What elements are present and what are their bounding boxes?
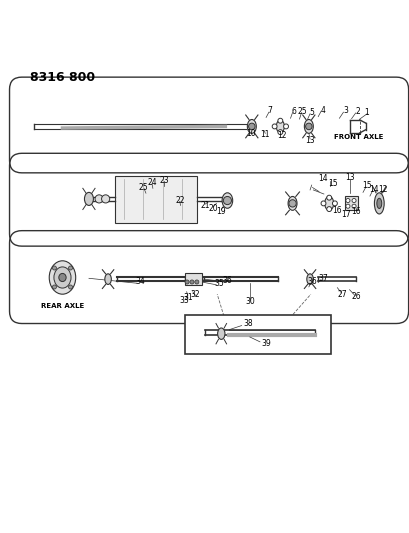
Text: 12: 12 [378,185,387,195]
Circle shape [248,123,254,130]
Circle shape [194,280,198,284]
Text: 27: 27 [337,290,346,298]
Text: 11: 11 [260,130,270,139]
Text: 38: 38 [243,319,252,328]
Ellipse shape [376,198,381,208]
Circle shape [184,280,189,284]
Text: 26: 26 [351,292,360,301]
Text: 10: 10 [245,129,255,138]
Circle shape [283,124,288,129]
Bar [184,316,330,354]
Text: 31: 31 [184,293,193,302]
Text: REAR AXLE: REAR AXLE [41,303,84,309]
Circle shape [326,195,331,200]
Circle shape [101,195,110,203]
Ellipse shape [222,193,232,208]
Text: 20: 20 [208,204,218,213]
Text: 34: 34 [135,278,144,286]
Circle shape [223,197,231,205]
Text: 32: 32 [190,290,200,298]
Text: 23: 23 [159,176,169,184]
Ellipse shape [84,192,93,205]
Circle shape [305,123,311,130]
Circle shape [320,201,325,206]
Bar [115,176,196,222]
Circle shape [288,200,295,207]
Text: 33: 33 [178,296,188,305]
Text: 36: 36 [222,276,232,285]
Text: 4: 4 [320,106,325,115]
Text: 12: 12 [276,131,285,140]
Ellipse shape [247,119,256,133]
Bar [345,196,357,211]
Text: 8316 800: 8316 800 [30,71,95,84]
Circle shape [332,201,337,206]
Text: 25: 25 [297,107,307,116]
Text: 19: 19 [216,207,225,216]
Circle shape [68,266,72,270]
Text: 25: 25 [138,183,148,191]
Circle shape [52,266,56,270]
Ellipse shape [217,328,225,340]
Circle shape [345,204,349,208]
Text: 21: 21 [200,201,209,210]
Circle shape [95,195,103,203]
Ellipse shape [54,267,71,288]
Text: 15: 15 [328,179,337,188]
Circle shape [68,285,72,289]
Ellipse shape [306,274,312,285]
Text: 6: 6 [291,107,295,116]
Text: 5: 5 [308,108,313,117]
Text: 3: 3 [342,107,347,116]
Text: 15: 15 [362,181,371,190]
Text: 35: 35 [214,279,224,288]
Text: 36: 36 [307,278,317,286]
Circle shape [345,198,349,203]
Ellipse shape [324,197,333,211]
Ellipse shape [58,273,66,281]
Circle shape [272,124,276,129]
Text: 16: 16 [351,207,360,216]
Text: 14: 14 [317,174,327,183]
Circle shape [351,204,355,208]
Circle shape [277,130,282,134]
Ellipse shape [303,119,312,133]
Text: 22: 22 [175,196,184,205]
Text: FRONT AXLE: FRONT AXLE [333,134,382,140]
Circle shape [326,207,331,212]
Text: 39: 39 [261,339,270,348]
Circle shape [277,118,282,123]
Circle shape [52,285,56,289]
Circle shape [351,198,355,203]
Ellipse shape [49,261,76,294]
Text: 13: 13 [305,136,314,145]
Text: 16: 16 [331,206,341,215]
Circle shape [189,280,193,284]
Text: 1: 1 [364,108,369,117]
Ellipse shape [288,197,296,211]
Text: 37: 37 [317,274,327,283]
Ellipse shape [373,193,383,214]
Ellipse shape [105,274,111,285]
Text: 24: 24 [147,178,157,187]
Text: 14: 14 [369,184,378,193]
Bar [184,273,201,285]
Text: 13: 13 [344,173,354,182]
Text: 17: 17 [341,210,350,219]
Text: 2: 2 [355,107,359,116]
Text: 30: 30 [244,297,254,306]
Ellipse shape [276,120,284,133]
Text: 7: 7 [267,107,272,116]
